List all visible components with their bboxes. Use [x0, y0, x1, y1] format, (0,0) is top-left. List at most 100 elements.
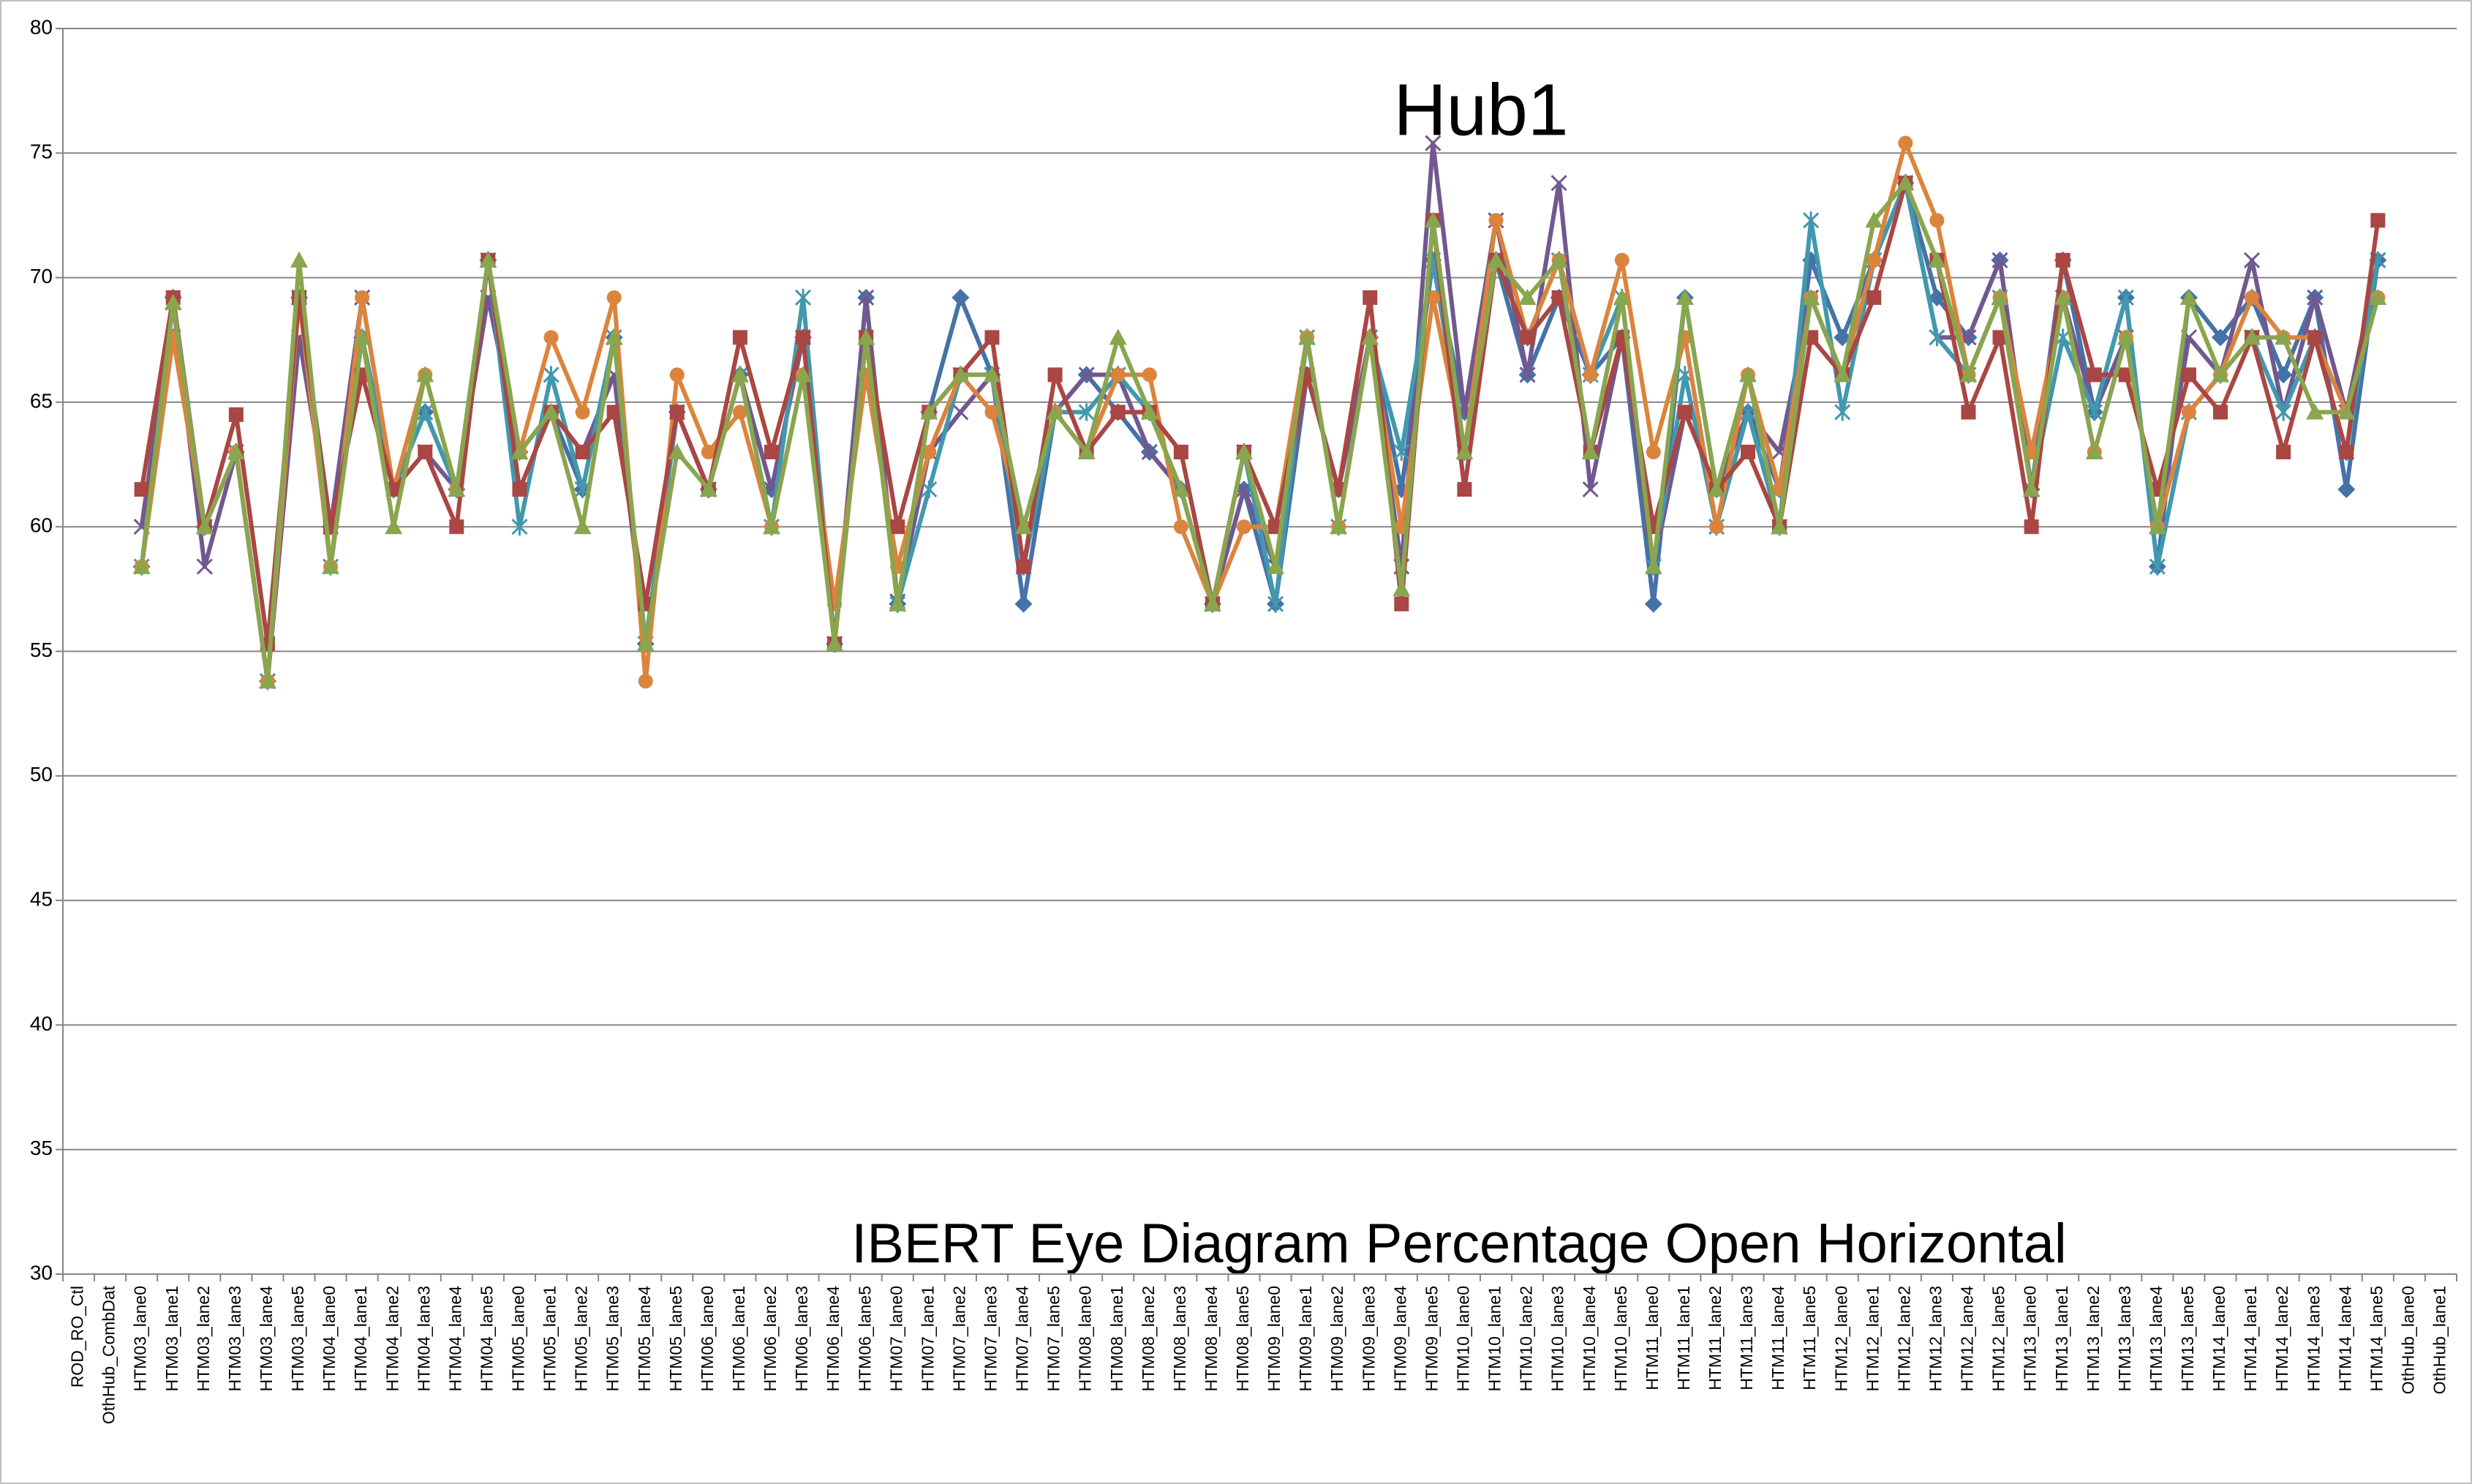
x-tick-label: HTM10_lane4 [1580, 1286, 1599, 1392]
marker [1267, 557, 1285, 574]
marker [606, 290, 622, 305]
marker [606, 404, 622, 420]
marker [1991, 288, 2009, 305]
marker [1929, 213, 1945, 228]
x-tick-label: HTM13_lane4 [2147, 1286, 2166, 1392]
marker [2117, 288, 2134, 306]
marker [290, 251, 308, 268]
x-tick-label: OthHub_lane1 [2430, 1286, 2449, 1394]
marker [1394, 596, 1409, 611]
marker [858, 289, 875, 306]
marker [857, 328, 875, 345]
marker [1519, 366, 1536, 383]
marker [1771, 518, 1789, 535]
marker [2054, 288, 2072, 305]
x-tick-label: HTM05_lane5 [666, 1286, 685, 1391]
x-tick-label: HTM05_lane3 [603, 1286, 622, 1391]
marker [1046, 403, 1064, 420]
x-tick-label: OthHub_CombDat [99, 1285, 118, 1424]
x-tick-label: HTM08_lane3 [1170, 1286, 1189, 1391]
x-tick-label: HTM03_lane0 [131, 1286, 150, 1391]
x-tick-label: HTM08_lane2 [1139, 1286, 1158, 1391]
marker [1802, 288, 1820, 305]
y-tick-label: 50 [30, 763, 53, 786]
marker [2370, 213, 2386, 228]
x-tick-label: HTM04_lane4 [445, 1286, 464, 1392]
x-tick-label: HTM03_lane2 [194, 1286, 213, 1391]
x-tick-label: HTM11_lane3 [1737, 1286, 1756, 1390]
marker [134, 482, 149, 497]
marker [1236, 519, 1251, 535]
marker [1644, 557, 1662, 574]
marker [1014, 595, 1033, 613]
marker [385, 518, 403, 535]
x-tick-label: HTM12_lane5 [1989, 1286, 2008, 1391]
marker [1866, 252, 1882, 268]
marker [1959, 366, 1978, 383]
marker [542, 403, 560, 420]
marker [1739, 366, 1757, 383]
marker [2245, 290, 2260, 305]
marker [1928, 251, 1946, 268]
marker [2306, 403, 2324, 420]
x-tick-label: HTM04_lane2 [383, 1286, 402, 1391]
marker [1677, 404, 1692, 420]
marker [952, 366, 970, 383]
marker [2275, 403, 2292, 421]
marker [794, 288, 812, 306]
marker [1363, 290, 1378, 305]
x-tick-label: HTM06_lane5 [855, 1286, 874, 1391]
marker [132, 557, 151, 574]
marker [1173, 519, 1188, 535]
chart-subtitle: IBERT Eye Diagram Percentage Open Horizo… [851, 1213, 2067, 1275]
y-tick-label: 70 [30, 265, 53, 287]
marker [575, 404, 590, 420]
x-tick-label: HTM11_lane0 [1643, 1286, 1662, 1390]
marker [2022, 481, 2040, 497]
marker [605, 328, 623, 345]
x-tick-label: HTM07_lane2 [949, 1286, 968, 1391]
marker [794, 366, 813, 383]
marker [669, 404, 685, 420]
x-tick-label: HTM10_lane2 [1517, 1286, 1536, 1391]
marker [1866, 290, 1882, 305]
marker [1078, 403, 1095, 421]
marker [1016, 559, 1031, 574]
marker [2117, 328, 2135, 345]
marker [2212, 328, 2230, 347]
marker [2244, 252, 2261, 268]
marker [1173, 445, 1188, 460]
marker [1676, 288, 1694, 305]
x-tick-label: HTM10_lane5 [1611, 1286, 1630, 1391]
marker [1110, 404, 1126, 420]
marker [1393, 580, 1411, 597]
marker [1929, 328, 1945, 347]
x-tick-label: HTM12_lane1 [1863, 1286, 1882, 1391]
marker [1487, 251, 1505, 268]
marker [796, 330, 811, 345]
x-tick-label: HTM12_lane2 [1894, 1286, 1913, 1391]
x-tick-label: HTM05_lane1 [540, 1286, 559, 1391]
series [132, 174, 2387, 689]
marker [543, 330, 559, 345]
marker [1047, 367, 1063, 383]
marker [575, 445, 590, 460]
chart-title: Hub1 [1393, 69, 1568, 151]
marker [573, 518, 592, 535]
marker [2337, 481, 2356, 499]
x-tick-label: HTM09_lane5 [1422, 1286, 1441, 1391]
marker [1834, 366, 1852, 383]
x-tick-label: HTM03_lane3 [225, 1286, 244, 1391]
x-tick-label: HTM08_lane4 [1202, 1286, 1221, 1392]
x-tick-label: HTM10_lane1 [1485, 1286, 1504, 1391]
marker [890, 519, 905, 535]
x-tick-label: HTM08_lane5 [1233, 1286, 1252, 1391]
marker [1203, 595, 1221, 611]
x-tick-label: HTM09_lane3 [1359, 1286, 1378, 1391]
marker [922, 445, 937, 460]
marker [1267, 595, 1284, 613]
y-tick-label: 45 [30, 887, 53, 910]
marker [1896, 174, 1915, 191]
x-tick-label: HTM13_lane3 [2115, 1286, 2134, 1391]
